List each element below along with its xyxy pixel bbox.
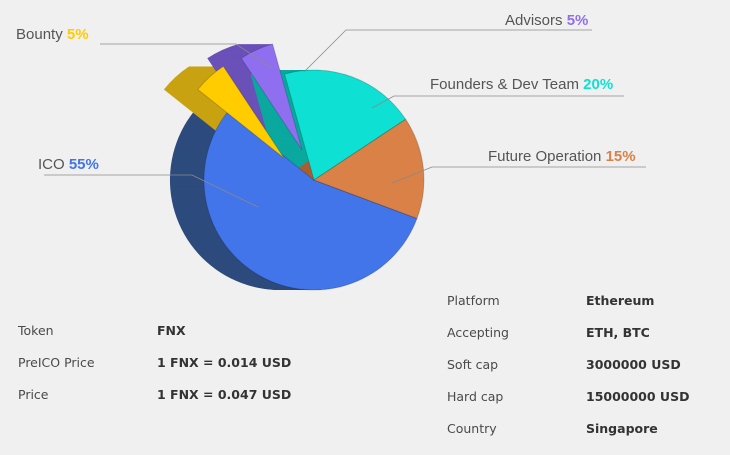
slice-ico [203,110,418,291]
info-row-preico-price: PreICO Price 1 FNX = 0.014 USD [18,346,291,378]
token-info-right: Platform Ethereum Accepting ETH, BTC Sof… [447,284,689,444]
leader-line-founders-dev-team [371,95,624,109]
slice-label-name: ICO [38,156,69,173]
info-row-soft-cap: Soft cap 3000000 USD [447,348,689,380]
leader-line-bounty [100,43,273,69]
leader-line-ico [44,174,259,208]
info-key: PreICO Price [18,354,95,370]
slice-label-value: 55% [69,156,99,173]
slice-labels: ICO 55%Bounty 5%Advisors 5%Founders & De… [16,12,636,173]
info-value: ETH, BTC [586,324,650,340]
slice-label-ico: ICO 55% [38,156,99,173]
info-key: Country [447,420,497,436]
slice-label-value: 5% [67,26,89,43]
info-value: 15000000 USD [586,388,690,404]
info-row-accepting: Accepting ETH, BTC [447,316,689,348]
info-key: Hard cap [447,388,504,404]
info-key: Accepting [447,324,509,340]
info-key: Token [18,322,54,338]
pie-slices [163,43,425,291]
slice-label-name: Advisors [505,12,567,29]
slice-advisors [240,43,303,151]
slice-label-value: 20% [583,76,613,93]
slice-label-name: Future Operation [488,148,606,165]
leader-line-advisors [303,29,592,73]
slice-future-operation [312,118,425,220]
info-key: Soft cap [447,356,499,372]
info-value: 1 FNX = 0.014 USD [157,354,292,370]
info-value: FNX [157,322,186,338]
info-value: 3000000 USD [586,356,681,372]
slice-label-bounty: Bounty 5% [16,26,89,43]
slice-label-founders-dev-team: Founders & Dev Team 20% [430,76,613,93]
slice-founders-dev-team [283,69,407,181]
slice-bounty [197,65,285,159]
token-distribution-chart: ICO 55%Bounty 5%Advisors 5%Founders & De… [16,12,646,291]
info-value: 1 FNX = 0.047 USD [157,386,292,402]
info-row-country: Country Singapore [447,412,689,444]
info-key: Platform [447,292,500,308]
info-value: Singapore [586,420,658,436]
slice-label-value: 15% [606,148,636,165]
leader-lines [44,29,646,208]
token-info-left: Token FNX PreICO Price 1 FNX = 0.014 USD… [18,314,291,410]
slice-label-name: Founders & Dev Team [430,76,583,93]
info-row-platform: Platform Ethereum [447,284,689,316]
info-value: Ethereum [586,292,655,308]
leader-line-future-operation [391,166,646,184]
info-row-token: Token FNX [18,314,291,346]
slice-label-future-operation: Future Operation 15% [488,148,636,165]
slice-label-name: Bounty [16,26,67,43]
info-row-hard-cap: Hard cap 15000000 USD [447,380,689,412]
slice-label-value: 5% [567,12,589,29]
slice-label-advisors: Advisors 5% [505,12,588,29]
info-key: Price [18,386,49,402]
info-row-price: Price 1 FNX = 0.047 USD [18,378,291,410]
